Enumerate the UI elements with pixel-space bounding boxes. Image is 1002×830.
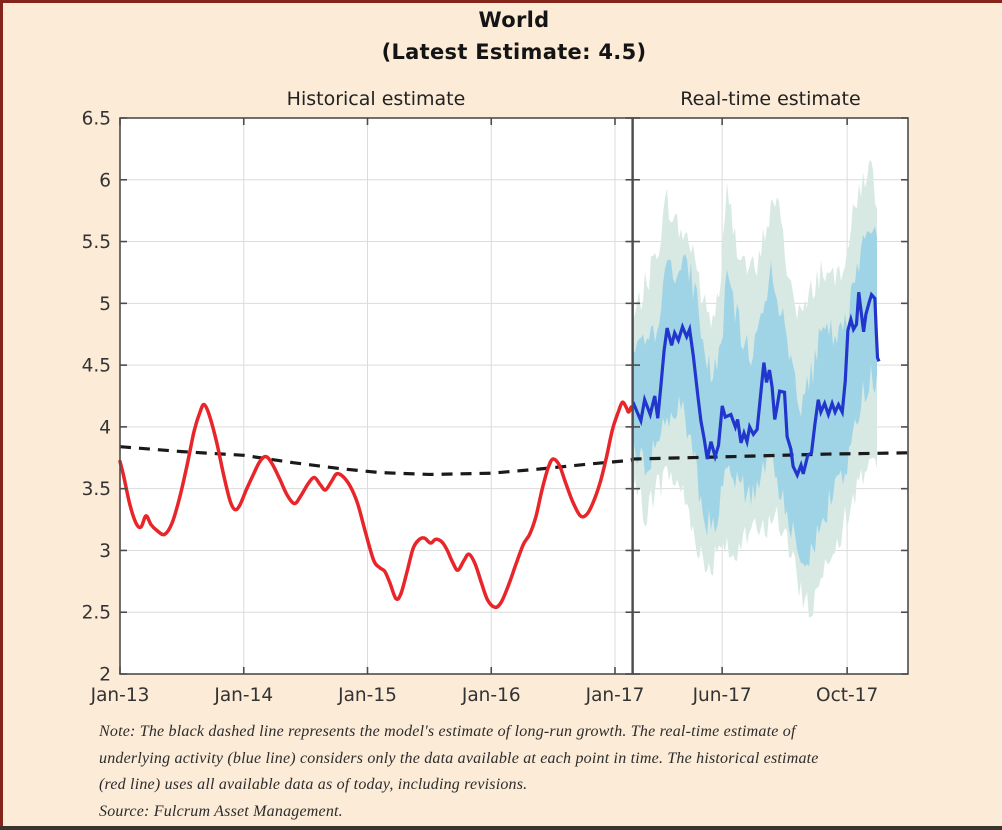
note-line: underlying activity (blue line) consider… bbox=[99, 749, 819, 767]
x-tick-label: Oct-17 bbox=[816, 685, 878, 706]
chart-notes: Note: The black dashed line represents t… bbox=[99, 719, 984, 825]
y-tick-label: 2.5 bbox=[82, 603, 111, 624]
panel-label-historical: Historical estimate bbox=[286, 88, 466, 110]
y-tick-label: 3 bbox=[99, 541, 111, 562]
y-tick-label: 6.5 bbox=[82, 109, 111, 130]
y-tick-label: 5 bbox=[99, 294, 111, 315]
x-tick-label: Jan-14 bbox=[213, 685, 273, 706]
x-tick-label: Jun-17 bbox=[692, 685, 752, 706]
left-border bbox=[0, 0, 3, 830]
y-tick-label: 2 bbox=[99, 665, 111, 686]
x-tick-label: Jan-13 bbox=[90, 685, 150, 706]
y-tick-label: 3.5 bbox=[82, 479, 111, 500]
chart-source: Source: Fulcrum Asset Management. bbox=[99, 802, 343, 820]
panel-label-realtime: Real-time estimate bbox=[680, 88, 861, 110]
chart-subtitle: (Latest Estimate: 4.5) bbox=[381, 40, 647, 64]
y-tick-label: 6 bbox=[99, 170, 111, 191]
y-tick-label: 5.5 bbox=[82, 232, 111, 253]
x-tick-label: Jan-17 bbox=[585, 685, 645, 706]
note-line: Note: The black dashed line represents t… bbox=[99, 723, 796, 740]
y-tick-label: 4 bbox=[99, 417, 111, 438]
x-tick-label: Jan-16 bbox=[461, 685, 521, 706]
note-line: (red line) uses all available data as of… bbox=[99, 776, 528, 793]
y-tick-label: 4.5 bbox=[82, 356, 111, 377]
bottom-border bbox=[0, 826, 1002, 830]
chart-title: World bbox=[478, 8, 550, 32]
top-border bbox=[0, 0, 1002, 3]
x-tick-label: Jan-15 bbox=[337, 685, 397, 706]
